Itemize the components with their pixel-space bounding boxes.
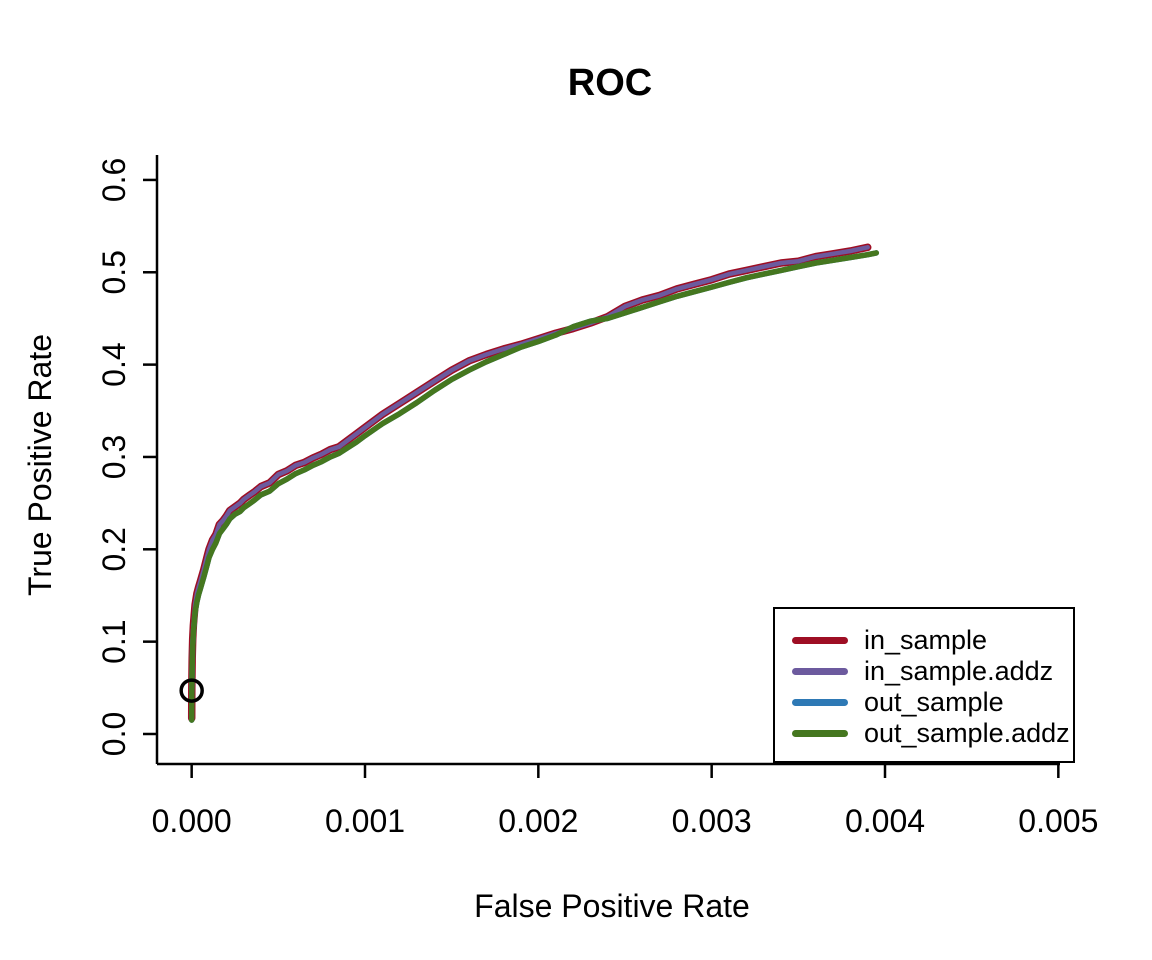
x-tick-label: 0.000	[152, 803, 232, 839]
x-tick-label: 0.001	[325, 803, 405, 839]
legend-label: out_sample	[864, 687, 1004, 717]
legend-label: in_sample.addz	[864, 656, 1054, 686]
origin-marker	[179, 678, 204, 703]
x-axis-title: False Positive Rate	[474, 888, 750, 924]
in-sample-addz-line-swatch	[792, 668, 848, 675]
x-tick-label: 0.003	[672, 803, 752, 839]
origin-circle-marker	[179, 678, 204, 703]
y-tick-label: 0.6	[96, 158, 132, 202]
x-tick-label: 0.002	[498, 803, 578, 839]
legend-item-in-sample-addz: in_sample.addz	[775, 656, 1073, 687]
legend-label: in_sample	[864, 625, 988, 655]
legend-label: out_sample.addz	[864, 718, 1070, 748]
axes: 0.000 0.001 0.002 0.003 0.004 0.005 0.0 0.1 0.2 0…	[96, 155, 1098, 839]
y-tick-label: 0.5	[96, 250, 132, 294]
y-tick-label: 0.3	[96, 435, 132, 479]
legend-item-out-sample-addz: out_sample.addz	[775, 718, 1073, 749]
roc-curve-in-sample-addz	[189, 245, 870, 721]
chart-title: ROC	[568, 62, 652, 104]
out-sample-addz-line-swatch	[792, 730, 848, 737]
roc-curve-out-sample-addz	[188, 250, 880, 723]
y-axis-title: True Positive Rate	[22, 334, 58, 596]
roc-curve-in-sample	[187, 243, 872, 723]
in-sample-line-swatch	[792, 637, 848, 644]
out-sample-line-swatch	[792, 699, 848, 706]
y-tick-label: 0.1	[96, 619, 132, 663]
series-lines	[187, 243, 880, 723]
legend: in_sample in_sample.addz out_sample out_…	[773, 607, 1075, 763]
x-tick-label: 0.004	[845, 803, 925, 839]
y-tick-label: 0.4	[96, 342, 132, 386]
x-tick-label: 0.005	[1018, 803, 1098, 839]
legend-item-in-sample: in_sample	[775, 625, 1073, 656]
y-tick-label: 0.0	[96, 712, 132, 756]
legend-item-out-sample: out_sample	[775, 687, 1073, 718]
y-tick-label: 0.2	[96, 527, 132, 571]
